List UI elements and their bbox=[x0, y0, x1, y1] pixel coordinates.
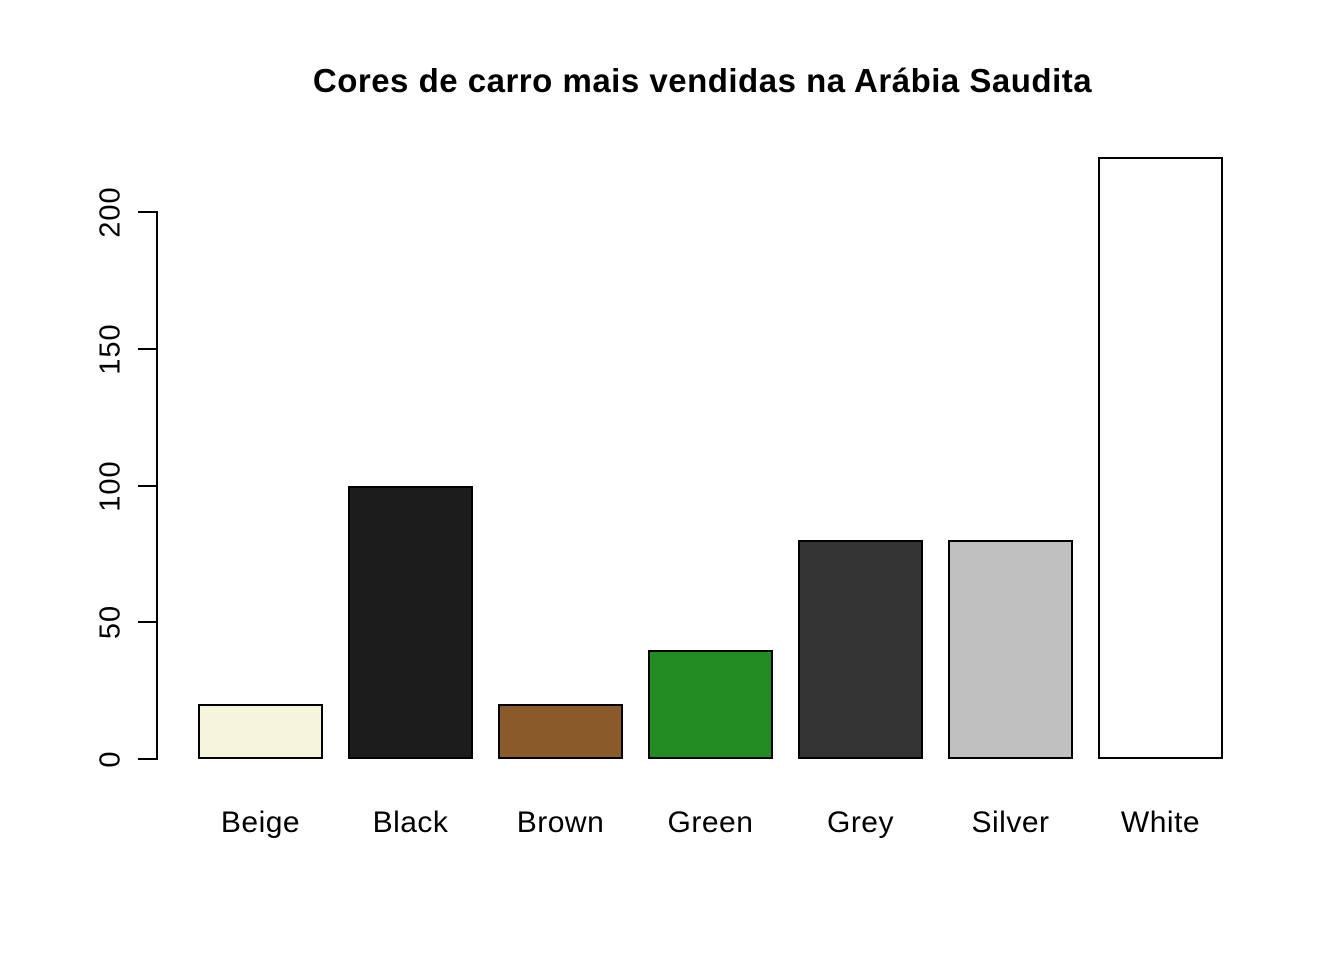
y-tick-label: 200 bbox=[94, 186, 127, 238]
y-tick-mark bbox=[138, 211, 156, 213]
chart-title: Cores de carro mais vendidas na Arábia S… bbox=[312, 62, 1093, 99]
y-tick-mark bbox=[138, 484, 156, 487]
bar-green bbox=[648, 649, 773, 759]
x-category-label-silver: Silver bbox=[971, 806, 1050, 839]
bar-white bbox=[1098, 157, 1223, 759]
y-tick-label: 50 bbox=[94, 605, 127, 640]
x-category-label-black: Black bbox=[372, 806, 449, 839]
y-tick-label: 100 bbox=[94, 459, 127, 512]
bar-brown bbox=[498, 704, 623, 759]
bar-black bbox=[348, 485, 473, 759]
bar-grey bbox=[798, 540, 923, 759]
y-tick-mark bbox=[138, 758, 156, 760]
y-tick-mark bbox=[138, 621, 156, 624]
bar-beige bbox=[198, 704, 323, 759]
x-category-label-white: White bbox=[1120, 806, 1201, 839]
y-tick-mark bbox=[138, 347, 156, 350]
x-category-label-brown: Brown bbox=[516, 806, 605, 839]
y-axis-line bbox=[156, 211, 158, 760]
x-category-label-grey: Grey bbox=[826, 806, 894, 839]
y-tick-label: 150 bbox=[94, 323, 127, 375]
x-category-label-beige: Beige bbox=[220, 806, 301, 839]
bar-silver bbox=[948, 540, 1073, 759]
x-category-label-green: Green bbox=[667, 806, 754, 839]
y-tick-label: 0 bbox=[94, 750, 127, 768]
